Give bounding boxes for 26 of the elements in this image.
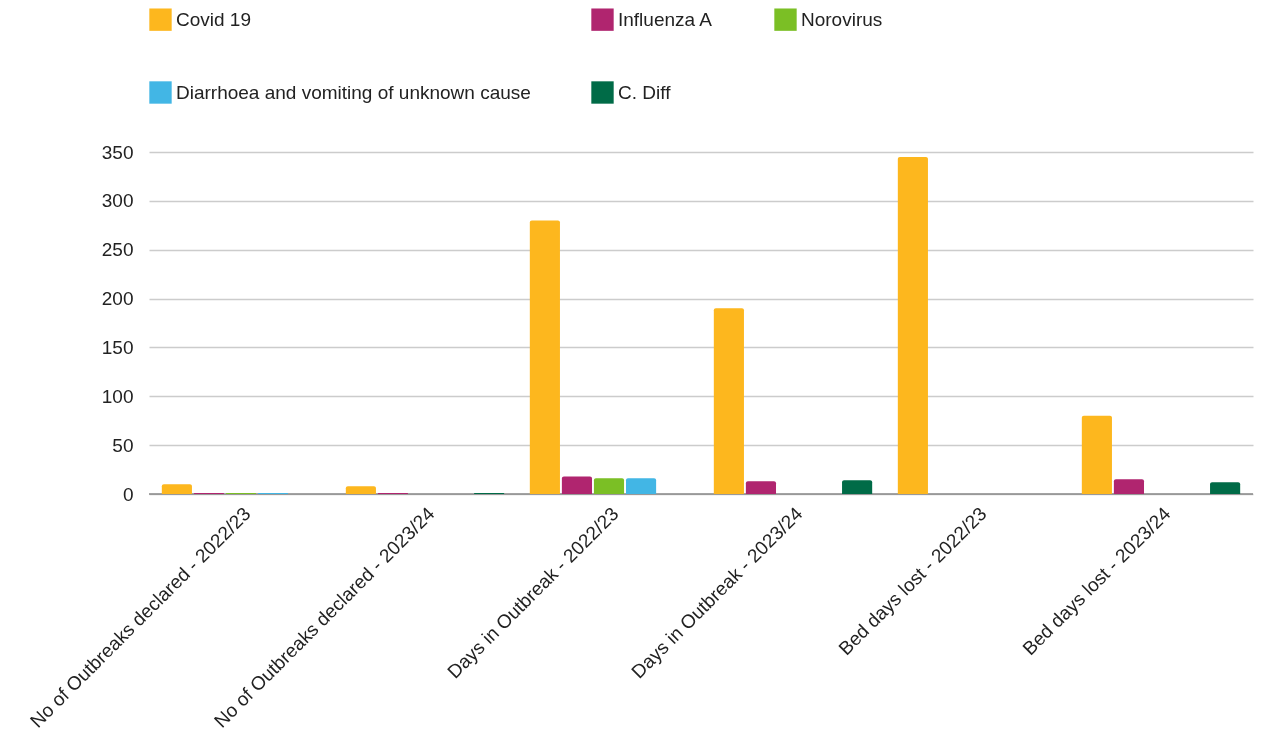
y-tick-label: 0: [122, 483, 134, 505]
legend-label: Covid 19: [176, 8, 251, 30]
bar: [1113, 479, 1145, 494]
legend-label: Influenza A: [618, 8, 713, 30]
bar: [593, 478, 625, 494]
bar: [745, 481, 777, 494]
y-tick-label: 350: [101, 141, 134, 163]
bar: [345, 486, 376, 494]
bar: [1081, 415, 1112, 494]
bar: [161, 484, 192, 494]
y-tick-label: 250: [101, 239, 134, 261]
bar: [1210, 482, 1241, 494]
y-tick-label: 200: [101, 288, 134, 310]
legend-label: Norovirus: [801, 8, 883, 30]
legend-label: C. Diff: [618, 81, 672, 103]
bar: [713, 308, 744, 494]
bar: [625, 478, 657, 494]
bar: [842, 480, 873, 494]
bar: [897, 156, 928, 494]
y-tick-label: 100: [101, 385, 134, 407]
y-tick-label: 50: [112, 434, 134, 456]
legend-label: Diarrhoea and vomiting of unknown cause: [176, 81, 531, 103]
bar: [561, 476, 593, 494]
y-tick-label: 300: [101, 190, 134, 212]
y-tick-label: 150: [101, 336, 134, 358]
bar: [529, 220, 560, 494]
